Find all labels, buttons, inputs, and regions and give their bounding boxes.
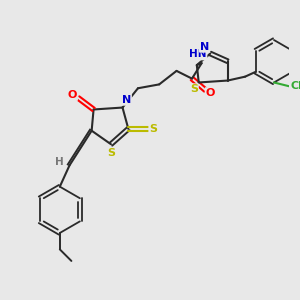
Text: O: O (68, 90, 77, 100)
Text: S: S (149, 124, 158, 134)
Text: Cl: Cl (290, 81, 300, 91)
Text: HN: HN (189, 50, 206, 59)
Text: N: N (122, 95, 131, 105)
Text: H: H (56, 157, 64, 166)
Text: S: S (107, 148, 115, 158)
Text: O: O (206, 88, 215, 98)
Text: N: N (200, 42, 209, 52)
Text: S: S (190, 84, 198, 94)
